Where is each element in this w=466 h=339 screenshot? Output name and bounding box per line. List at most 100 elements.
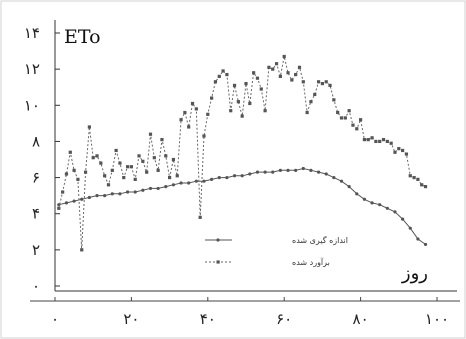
x-tick-label: ۱۰۰ (425, 310, 449, 328)
series-2-point (72, 168, 76, 172)
series-2-point (194, 107, 198, 111)
series-1-point (87, 195, 91, 200)
series-1-point (202, 179, 206, 183)
series-1-point (255, 170, 260, 174)
series-1-point (278, 168, 282, 172)
series-2-point (110, 168, 114, 172)
series-2-point (133, 177, 137, 181)
series-2-point (87, 125, 91, 129)
series-1-point (72, 199, 76, 203)
series-2-point (259, 87, 263, 91)
series-1-point (263, 170, 267, 174)
series-2-point (229, 109, 233, 113)
series-2-point (198, 215, 202, 219)
y-tick-label: ۸ (32, 132, 40, 150)
series-1-point (385, 206, 389, 210)
series-1-point (179, 181, 183, 185)
series-2-point (255, 76, 260, 80)
series-2-point (103, 174, 107, 178)
series-2-point (297, 65, 302, 69)
series-2-point (61, 190, 65, 194)
series-2-point (370, 136, 374, 140)
series-2-point (378, 139, 382, 144)
series-2-point (148, 132, 153, 136)
series-2-point (248, 101, 252, 106)
series-1-point (332, 175, 336, 180)
series-2-point (397, 147, 401, 151)
series-2-point (416, 177, 420, 181)
x-axis-label: روز (401, 263, 428, 284)
series-2-point (401, 148, 405, 153)
y-tick-label: ۲ (32, 241, 40, 259)
series-2-point (320, 82, 324, 86)
series-1-point (423, 242, 428, 247)
series-2-point (278, 74, 282, 78)
series-2-point (389, 141, 393, 145)
y-tick-label: ۱۰ (24, 96, 40, 114)
x-tick-label: ۸۰ (353, 310, 369, 328)
series-2-point (336, 110, 340, 115)
series-1-point (156, 186, 160, 191)
series-2-point (175, 174, 179, 178)
series-2-point (408, 174, 412, 178)
series-2-point (316, 80, 321, 84)
series-2-point (232, 83, 237, 88)
series-1-point (309, 168, 313, 172)
series-1-point (401, 217, 405, 221)
series-2-point (286, 71, 290, 75)
series-2-point (145, 170, 149, 174)
series-2-point (420, 183, 424, 187)
series-2-point (305, 110, 309, 115)
series-2-point (171, 157, 176, 162)
series-1-point (148, 186, 153, 191)
legend-label-1: اندازه گیری شده (292, 235, 348, 245)
series-1-point (232, 174, 237, 178)
series-2-point (114, 148, 118, 153)
legend: اندازه گیری شده برآورد شده (205, 235, 348, 267)
series-2-point (385, 139, 389, 144)
x-tick-label: ۲۰ (123, 310, 139, 328)
series-1-point (362, 197, 367, 201)
series-1-point (339, 179, 344, 183)
series-2-point (393, 150, 397, 154)
series-2-point (290, 78, 294, 82)
series-2-point (164, 154, 168, 158)
series-2-point (137, 154, 141, 158)
series-1-point (294, 168, 298, 172)
series-2-point (240, 114, 244, 118)
series-1-point (355, 192, 359, 196)
series-2-point (190, 101, 195, 106)
series-2-point (366, 138, 370, 142)
series-1-point (248, 172, 252, 176)
series-2-point (76, 177, 80, 181)
series-2-point (141, 159, 145, 163)
series-2-point (332, 98, 336, 102)
series-2-point (206, 112, 210, 116)
series-1-point (370, 201, 374, 205)
series-2-point (309, 100, 313, 104)
series-1-point (125, 190, 130, 194)
series-2-point (362, 138, 367, 142)
series-1-point (133, 190, 137, 194)
series-2-point (359, 118, 363, 122)
series-2-point (122, 175, 126, 180)
series-2-point (118, 161, 122, 165)
series-2-point (168, 175, 172, 180)
series-2-point (355, 127, 359, 131)
series-1-point (110, 192, 114, 196)
series-2-point (328, 83, 332, 88)
series-1-point (194, 179, 198, 183)
series-2-point (210, 96, 214, 100)
series-2-point (152, 156, 156, 160)
series-layer (57, 54, 428, 252)
series-2-point (225, 72, 229, 77)
series-1-point (171, 183, 176, 187)
series-1-point (187, 181, 191, 185)
series-1-point (416, 237, 420, 241)
series-2-point (129, 165, 133, 169)
series-2-point (274, 62, 279, 66)
x-tick-label: ۰ (51, 310, 59, 328)
series-2-point (160, 138, 164, 142)
plot-area (30, 20, 460, 302)
series-2-point (423, 185, 428, 189)
